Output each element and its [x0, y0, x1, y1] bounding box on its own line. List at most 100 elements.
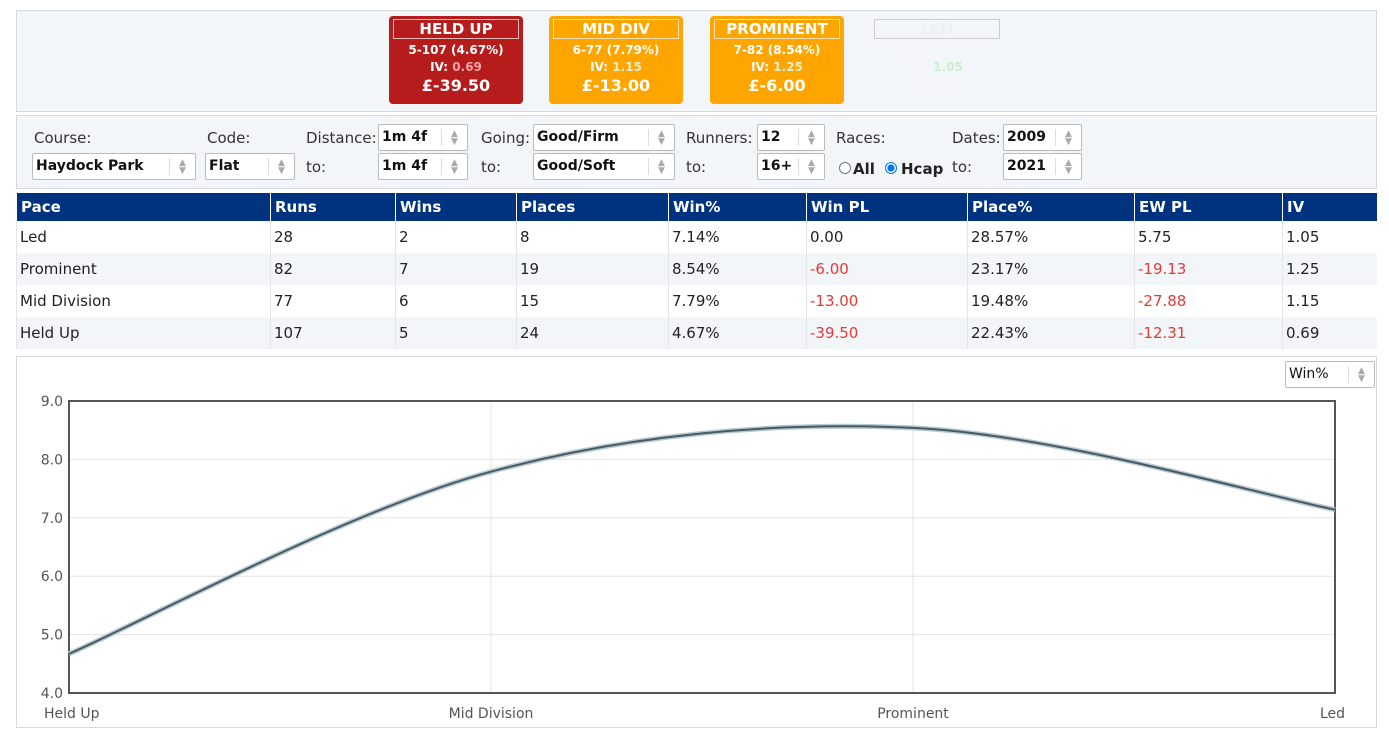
table-cell: -39.50 — [806, 317, 968, 349]
code-value: Flat — [209, 158, 240, 174]
card-iv-value: 1.25 — [773, 60, 803, 74]
column-header[interactable]: Win% — [668, 193, 807, 221]
table-cell: -19.13 — [1134, 253, 1283, 285]
column-header[interactable]: Pace — [16, 193, 271, 221]
going-from-value: Good/Firm — [537, 129, 619, 145]
dates-to-select[interactable]: 2021 ▲ ▼ — [1003, 153, 1082, 180]
series-line — [68, 425, 1336, 655]
updown-icon: ▲ ▼ — [441, 158, 467, 176]
chart-metric-value: Win% — [1289, 366, 1329, 382]
column-header[interactable]: Wins — [395, 193, 517, 221]
table-cell: Led — [16, 221, 271, 253]
runners-from-select[interactable]: 12 ▲ ▼ — [757, 124, 825, 151]
table-cell: 28 — [270, 221, 396, 253]
dates-to-value: 2021 — [1007, 158, 1046, 174]
distance-from-select[interactable]: 1m 4f ▲ ▼ — [378, 124, 468, 151]
table-cell: 1.15 — [1282, 285, 1377, 317]
races-all-radio[interactable]: All — [839, 160, 875, 178]
table-row: Prominent 82 7 19 8.54% -6.00 23.17% -19.13 1.25 — [16, 253, 1377, 285]
pace-card-held-up[interactable]: HELD UP 5-107 (4.67%) IV: 0.69 £-39.50 — [389, 16, 523, 104]
card-profit-loss: £-39.50 — [421, 76, 491, 95]
card-iv-value: 1.05 — [933, 60, 963, 74]
table-row: Held Up 107 5 24 4.67% -39.50 22.43% -12.31 0.69 — [16, 317, 1377, 349]
card-iv: IV: 1.05 — [870, 60, 1004, 74]
series-line-shadow — [68, 423, 1336, 657]
going-from-select[interactable]: Good/Firm ▲ ▼ — [533, 124, 675, 151]
plot-border — [68, 400, 1336, 694]
card-iv: IV: 0.69 — [389, 60, 523, 74]
x-tick-label: Prominent — [877, 706, 949, 722]
runners-from-value: 12 — [761, 129, 781, 145]
column-header[interactable]: Win PL — [806, 193, 968, 221]
table-cell: Held Up — [16, 317, 271, 349]
card-profit-loss: £0.00 — [911, 76, 963, 95]
column-header[interactable]: Runs — [270, 193, 396, 221]
card-iv-value: 0.69 — [452, 60, 482, 74]
runners-to-label: to: — [686, 158, 707, 176]
card-record: 6-77 (7.79%) — [572, 43, 660, 57]
column-header[interactable]: Place% — [967, 193, 1135, 221]
going-to-label: to: — [481, 158, 502, 176]
table-cell: 2 — [395, 221, 517, 253]
updown-icon: ▲ ▼ — [441, 129, 467, 147]
table-cell: Prominent — [16, 253, 271, 285]
races-hcap-radio-input[interactable] — [885, 162, 897, 174]
distance-to-select[interactable]: 1m 4f ▲ ▼ — [378, 153, 468, 180]
table-cell: 4.67% — [668, 317, 807, 349]
dates-from-select[interactable]: 2009 ▲ ▼ — [1003, 124, 1082, 151]
table-cell: -13.00 — [806, 285, 968, 317]
y-tick-label: 7.0 — [41, 511, 63, 527]
dates-to-label: to: — [952, 158, 973, 176]
card-title: PROMINENT — [714, 19, 840, 39]
table-cell: 15 — [516, 285, 669, 317]
chart-metric-select[interactable]: Win% ▲ ▼ — [1285, 361, 1375, 388]
runners-label: Runners: — [686, 129, 753, 147]
updown-icon: ▲ ▼ — [798, 158, 824, 176]
races-all-label: All — [853, 160, 875, 178]
column-header[interactable]: EW PL — [1134, 193, 1283, 221]
code-select[interactable]: Flat ▲ ▼ — [205, 153, 295, 180]
pace-card-led[interactable]: LED 2-28 (7.14%) IV: 1.05 £0.00 — [870, 16, 1004, 104]
runners-to-select[interactable]: 16+ ▲ ▼ — [757, 153, 825, 180]
table-cell: -12.31 — [1134, 317, 1283, 349]
going-to-value: Good/Soft — [537, 158, 616, 174]
races-hcap-radio[interactable]: Hcap — [885, 160, 943, 178]
column-header[interactable]: Places — [516, 193, 669, 221]
table-cell: 22.43% — [967, 317, 1135, 349]
card-record: 5-107 (4.67%) — [408, 43, 504, 57]
card-profit-loss: £-6.00 — [748, 76, 806, 95]
y-tick-label: 8.0 — [41, 452, 63, 468]
table-cell: 82 — [270, 253, 396, 285]
column-header[interactable]: IV — [1282, 193, 1377, 221]
x-tick-label: Led — [1320, 706, 1345, 722]
distance-from-value: 1m 4f — [382, 129, 428, 145]
table-cell: 8.54% — [668, 253, 807, 285]
races-all-radio-input[interactable] — [839, 162, 851, 174]
table-cell: 5.75 — [1134, 221, 1283, 253]
course-select[interactable]: Haydock Park ▲ ▼ — [32, 153, 196, 180]
card-profit-loss: £-13.00 — [581, 76, 651, 95]
x-tick-label: Mid Division — [449, 706, 534, 722]
updown-icon: ▲ ▼ — [1348, 366, 1374, 384]
updown-icon: ▲ ▼ — [268, 158, 294, 176]
table-cell: 7.79% — [668, 285, 807, 317]
table-cell: 5 — [395, 317, 517, 349]
table-cell: 107 — [270, 317, 396, 349]
distance-to-label: to: — [306, 158, 327, 176]
pace-card-prominent[interactable]: PROMINENT 7-82 (8.54%) IV: 1.25 £-6.00 — [710, 16, 844, 104]
going-to-select[interactable]: Good/Soft ▲ ▼ — [533, 153, 675, 180]
table-cell: 77 — [270, 285, 396, 317]
pace-card-mid-div[interactable]: MID DIV 6-77 (7.79%) IV: 1.15 £-13.00 — [549, 16, 683, 104]
table-cell: -6.00 — [806, 253, 968, 285]
table-cell: 23.17% — [967, 253, 1135, 285]
card-iv-label: IV: — [590, 60, 609, 74]
updown-icon: ▲ ▼ — [798, 129, 824, 147]
card-iv: IV: 1.25 — [710, 60, 844, 74]
card-iv-value: 1.15 — [612, 60, 642, 74]
dates-from-value: 2009 — [1007, 129, 1046, 145]
table-cell: 7 — [395, 253, 517, 285]
updown-icon: ▲ ▼ — [648, 158, 674, 176]
table-row: Led 28 2 8 7.14% 0.00 28.57% 5.75 1.05 — [16, 221, 1377, 253]
course-label: Course: — [34, 129, 92, 147]
distance-label: Distance: — [306, 129, 377, 147]
